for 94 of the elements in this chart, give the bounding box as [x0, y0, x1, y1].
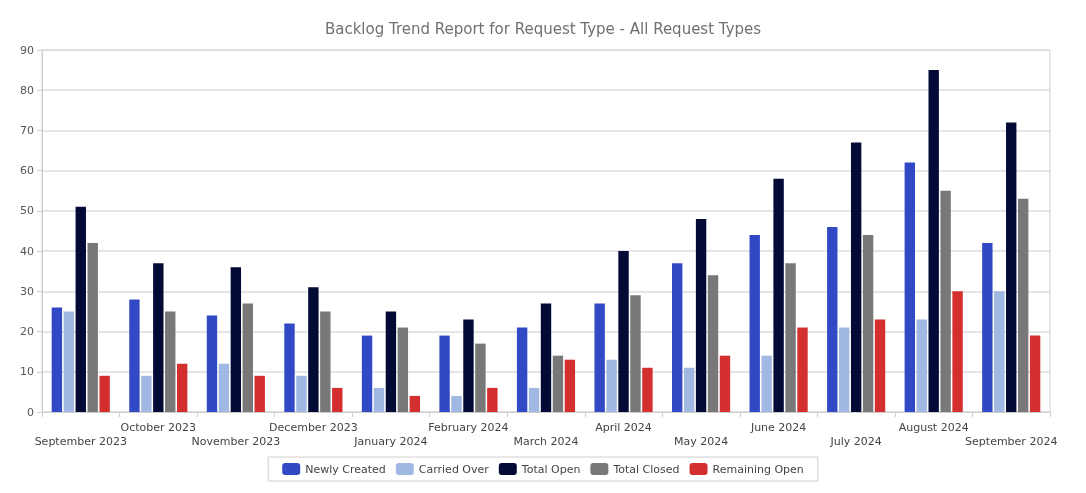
bar: [707, 275, 719, 412]
bar: [373, 387, 385, 412]
bar: [994, 291, 1005, 412]
bar: [797, 327, 808, 412]
bar: [516, 327, 528, 412]
x-tick-label: May 2024: [673, 434, 729, 448]
bar: [540, 303, 552, 412]
x-tick-label: March 2024: [513, 434, 579, 448]
bar: [397, 327, 409, 412]
bar: [439, 335, 450, 412]
bar: [749, 235, 760, 412]
y-tick-label: 90: [20, 43, 34, 57]
bar: [839, 327, 850, 412]
bar: [630, 295, 641, 412]
x-tick-label: June 2024: [749, 420, 807, 434]
y-tick-label: 40: [20, 244, 34, 258]
bar: [719, 355, 731, 412]
bar: [141, 375, 152, 412]
bar: [916, 319, 927, 412]
bar: [332, 387, 343, 412]
x-tick-label: September 2023: [34, 434, 127, 448]
x-tick-label: August 2024: [898, 420, 969, 434]
bar: [672, 263, 683, 412]
bar: [230, 267, 242, 412]
y-tick-label: 10: [20, 365, 34, 379]
x-tick-label: October 2023: [120, 420, 197, 434]
bar: [952, 291, 963, 412]
x-tick-label: December 2023: [269, 420, 358, 434]
bar: [1017, 198, 1029, 412]
legend-label: Newly Created: [305, 462, 386, 476]
bar: [982, 243, 993, 412]
bar: [99, 375, 110, 412]
bar: [451, 395, 462, 412]
bar: [528, 387, 540, 412]
bar: [904, 162, 915, 412]
x-tick-label: January 2024: [353, 434, 428, 448]
x-tick-label: November 2023: [191, 434, 281, 448]
bar: [206, 315, 218, 412]
bar: [552, 355, 564, 412]
bar: [218, 363, 230, 412]
x-tick-label: April 2024: [595, 420, 652, 434]
bar: [284, 323, 295, 412]
y-tick-label: 0: [27, 405, 34, 419]
bar: [850, 142, 862, 412]
y-tick-label: 80: [20, 83, 34, 97]
bar: [683, 367, 695, 412]
bar: [177, 363, 188, 412]
bar: [153, 263, 164, 412]
x-tick-label: February 2024: [428, 420, 509, 434]
bar: [165, 311, 176, 412]
bar: [940, 190, 951, 412]
y-tick-label: 20: [20, 325, 34, 339]
bar: [874, 319, 886, 412]
bar: [487, 387, 498, 412]
bar: [361, 335, 373, 412]
bar: [606, 359, 617, 412]
legend-label: Total Open: [520, 462, 581, 476]
legend-label: Total Closed: [612, 462, 680, 476]
bar: [254, 375, 265, 412]
bar: [463, 319, 474, 412]
bar: [827, 226, 838, 412]
bar: [761, 355, 772, 412]
bar: [296, 375, 307, 412]
bar: [1029, 335, 1041, 412]
bar: [618, 251, 629, 412]
bar: [862, 235, 874, 412]
y-tick-label: 60: [20, 164, 34, 178]
legend-label: Remaining Open: [712, 462, 804, 476]
bar: [308, 287, 319, 412]
legend-label: Carried Over: [418, 462, 490, 476]
bar: [564, 359, 576, 412]
x-tick-label: July 2024: [829, 434, 882, 448]
y-tick-label: 30: [20, 284, 34, 298]
bar: [928, 70, 939, 412]
bar: [87, 243, 98, 412]
x-tick-label: September 2024: [965, 434, 1058, 448]
bar: [385, 311, 397, 412]
bar: [1006, 122, 1017, 412]
bar: [129, 299, 140, 412]
bar: [320, 311, 331, 412]
chart-title: Backlog Trend Report for Request Type - All Request Types: [324, 19, 762, 38]
bar: [51, 307, 63, 412]
bar: [475, 343, 486, 412]
bar: [594, 303, 605, 412]
y-tick-label: 50: [20, 204, 34, 218]
bar: [409, 395, 420, 412]
bar: [773, 178, 784, 412]
bar: [75, 206, 86, 412]
bar: [695, 218, 707, 412]
y-tick-label: 70: [20, 123, 34, 137]
bar: [642, 367, 653, 412]
bar: [785, 263, 796, 412]
bar: [242, 303, 253, 412]
bar: [63, 311, 75, 412]
